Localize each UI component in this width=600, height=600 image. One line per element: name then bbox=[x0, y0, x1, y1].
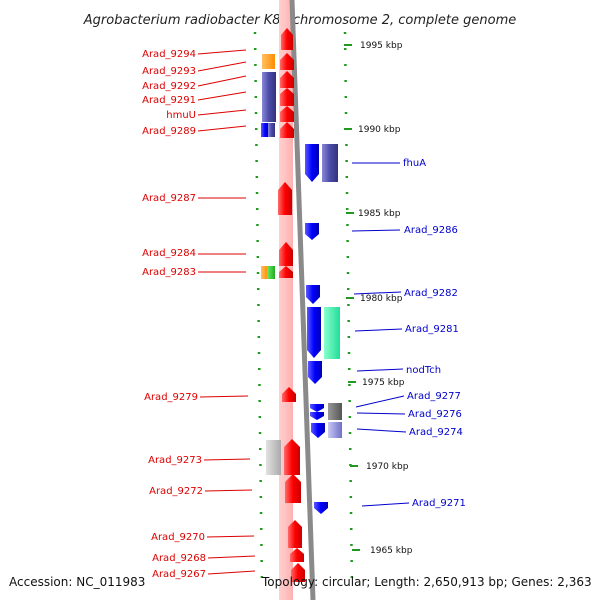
gene-block[interactable] bbox=[268, 123, 275, 137]
gene-block[interactable] bbox=[267, 266, 275, 279]
gene-label-arad-9284[interactable]: Arad_9284 bbox=[142, 248, 196, 259]
gene-arrow[interactable] bbox=[305, 144, 319, 182]
gene-label-nodtch[interactable]: nodTch bbox=[406, 365, 441, 376]
chromosome-track bbox=[289, 0, 316, 600]
kbp-label-1965: 1965 kbp bbox=[370, 546, 413, 556]
gene-label-arad-9279[interactable]: Arad_9279 bbox=[144, 392, 198, 403]
left-guide-ticks bbox=[253, 31, 264, 589]
gene-arrow[interactable] bbox=[285, 474, 301, 503]
gene-label-arad-9292[interactable]: Arad_9292 bbox=[142, 81, 196, 92]
gene-arrow[interactable] bbox=[280, 122, 294, 138]
gene-label-arad-9272[interactable]: Arad_9272 bbox=[149, 486, 203, 497]
gene-arrow[interactable] bbox=[280, 53, 294, 70]
gene-arrow[interactable] bbox=[310, 404, 324, 412]
gene-arrow[interactable] bbox=[288, 520, 302, 548]
genome-summary: Topology: circular; Length: 2,650,913 bp… bbox=[261, 575, 592, 589]
gene-label-arad-9274[interactable]: Arad_9274 bbox=[409, 427, 463, 438]
kbp-label-1995: 1995 kbp bbox=[360, 41, 403, 51]
gene-label-arad-9273[interactable]: Arad_9273 bbox=[148, 455, 202, 466]
gene-label-arad-9271[interactable]: Arad_9271 bbox=[412, 498, 466, 509]
gene-label-arad-9267[interactable]: Arad_9267 bbox=[152, 569, 206, 580]
kbp-label-1980: 1980 kbp bbox=[360, 294, 403, 304]
gene-arrow[interactable] bbox=[280, 71, 294, 88]
gene-arrow[interactable] bbox=[282, 387, 296, 402]
gene-arrow[interactable] bbox=[291, 563, 305, 582]
gene-label-arad-9268[interactable]: Arad_9268 bbox=[152, 553, 206, 564]
gene-label-arad-9294[interactable]: Arad_9294 bbox=[142, 49, 196, 60]
reverse-strand-genes bbox=[305, 144, 342, 514]
left-gene-labels: Arad_9294 Arad_9293 Arad_9292 Arad_9291 … bbox=[142, 49, 256, 580]
gene-block[interactable] bbox=[328, 422, 342, 438]
gene-arrow[interactable] bbox=[284, 439, 300, 475]
kbp-label-1990: 1990 kbp bbox=[358, 125, 401, 135]
gene-arrow[interactable] bbox=[279, 242, 293, 266]
gene-label-arad-9281[interactable]: Arad_9281 bbox=[405, 324, 459, 335]
kbp-label-1975: 1975 kbp bbox=[362, 378, 405, 388]
gene-label-hmuu[interactable]: hmuU bbox=[166, 110, 196, 121]
scale-labels: 1995 kbp 1990 kbp 1985 kbp 1980 kbp 1975… bbox=[344, 41, 413, 556]
gene-label-arad-9287[interactable]: Arad_9287 bbox=[142, 193, 196, 204]
gene-label-arad-9282[interactable]: Arad_9282 bbox=[404, 288, 458, 299]
gene-label-arad-9283[interactable]: Arad_9283 bbox=[142, 267, 196, 278]
gene-label-arad-9291[interactable]: Arad_9291 bbox=[142, 95, 196, 106]
gene-arrow[interactable] bbox=[280, 106, 294, 122]
gene-arrow[interactable] bbox=[311, 423, 325, 438]
kbp-label-1970: 1970 kbp bbox=[366, 462, 409, 472]
right-gene-labels: fhuA Arad_9286 Arad_9282 Arad_9281 nodTc… bbox=[351, 158, 466, 509]
gene-label-arad-9286[interactable]: Arad_9286 bbox=[404, 225, 458, 236]
kbp-label-1985: 1985 kbp bbox=[358, 209, 401, 219]
gene-arrow[interactable] bbox=[305, 223, 319, 240]
gene-arrow[interactable] bbox=[281, 28, 293, 50]
accession-label: Accession: NC_011983 bbox=[9, 575, 145, 589]
gene-label-arad-9293[interactable]: Arad_9293 bbox=[142, 66, 196, 77]
gene-block[interactable] bbox=[266, 440, 281, 475]
right-guide-ticks bbox=[343, 31, 354, 589]
gene-arrow[interactable] bbox=[290, 548, 304, 562]
gene-arrow[interactable] bbox=[307, 307, 321, 358]
gene-arrow[interactable] bbox=[308, 361, 322, 384]
gene-block[interactable] bbox=[261, 123, 269, 137]
gene-block[interactable] bbox=[262, 54, 275, 69]
gene-block[interactable] bbox=[328, 403, 342, 420]
gene-block[interactable] bbox=[262, 72, 276, 122]
gene-arrow[interactable] bbox=[278, 182, 292, 215]
gene-arrow[interactable] bbox=[279, 266, 293, 278]
gene-block[interactable] bbox=[322, 144, 338, 182]
gene-arrow[interactable] bbox=[280, 88, 294, 106]
forward-strand-genes bbox=[261, 28, 305, 582]
gene-block[interactable] bbox=[324, 307, 340, 359]
gene-label-arad-9270[interactable]: Arad_9270 bbox=[151, 532, 205, 543]
gene-arrow[interactable] bbox=[314, 502, 328, 514]
gene-arrow[interactable] bbox=[306, 285, 320, 304]
gene-label-arad-9289[interactable]: Arad_9289 bbox=[142, 126, 196, 137]
gene-arrow[interactable] bbox=[310, 412, 324, 420]
gene-label-arad-9277[interactable]: Arad_9277 bbox=[407, 391, 461, 402]
gene-label-fhua[interactable]: fhuA bbox=[403, 158, 426, 169]
gene-block[interactable] bbox=[261, 266, 268, 279]
gene-label-arad-9276[interactable]: Arad_9276 bbox=[408, 409, 462, 420]
map-title: Agrobacterium radiobacter K84 chromosome… bbox=[83, 13, 516, 28]
